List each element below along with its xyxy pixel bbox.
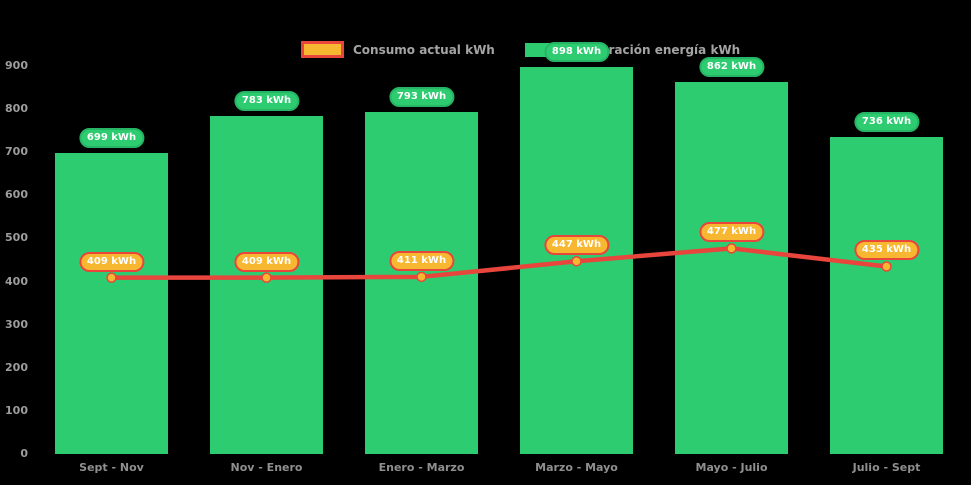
consumo-value-badge: 409 kWh xyxy=(233,251,300,272)
bar-generacion[interactable] xyxy=(365,112,478,454)
legend-label-generacion: Generación energía kWh xyxy=(573,42,741,57)
y-axis-tick-label: 200 xyxy=(5,360,28,374)
bar-generacion[interactable] xyxy=(675,82,788,454)
generacion-value-badge: 898 kWh xyxy=(543,41,610,62)
x-axis-label: Sept - Nov xyxy=(79,461,144,474)
legend-item-consumo[interactable]: Consumo actual kWh xyxy=(301,41,495,58)
bar-generacion[interactable] xyxy=(520,66,633,454)
generacion-value-badge: 736 kWh xyxy=(853,111,920,132)
x-axis-label: Nov - Enero xyxy=(230,461,303,474)
x-axis-label: Marzo - Mayo xyxy=(535,461,618,474)
y-axis-tick-label: 800 xyxy=(5,102,28,116)
y-axis-tick-label: 600 xyxy=(5,188,28,202)
consumo-value-badge: 435 kWh xyxy=(853,240,920,261)
consumo-legend-swatch-icon xyxy=(301,41,344,58)
x-axis-label: Enero - Marzo xyxy=(378,461,465,474)
x-axis-label: Mayo - Julio xyxy=(695,461,768,474)
generacion-value-badge: 783 kWh xyxy=(233,91,300,112)
y-axis-tick-label: 700 xyxy=(5,145,28,159)
consumo-value-badge: 409 kWh xyxy=(78,251,145,272)
consumo-value-badge: 447 kWh xyxy=(543,235,610,256)
consumo-value-badge: 411 kWh xyxy=(388,250,455,271)
consumo-value-badge: 477 kWh xyxy=(698,222,765,243)
generacion-value-badge: 793 kWh xyxy=(388,87,455,108)
bar-generacion[interactable] xyxy=(210,116,323,454)
y-axis-tick-label: 300 xyxy=(5,317,28,331)
bar-generacion[interactable] xyxy=(55,152,168,454)
y-axis-tick-label: 100 xyxy=(5,403,28,417)
legend: Consumo actual kWh Generación energía kW… xyxy=(301,41,740,58)
y-axis-tick-label: 400 xyxy=(5,274,28,288)
legend-label-consumo: Consumo actual kWh xyxy=(353,42,495,57)
generacion-value-badge: 862 kWh xyxy=(698,57,765,78)
x-axis-label: Julio - Sept xyxy=(852,461,921,474)
y-axis-tick-label: 900 xyxy=(5,59,28,72)
bar-generacion[interactable] xyxy=(830,136,943,454)
y-axis-tick-label: 0 xyxy=(20,447,28,460)
y-axis-tick-label: 500 xyxy=(5,231,28,245)
generacion-value-badge: 699 kWh xyxy=(78,127,145,148)
